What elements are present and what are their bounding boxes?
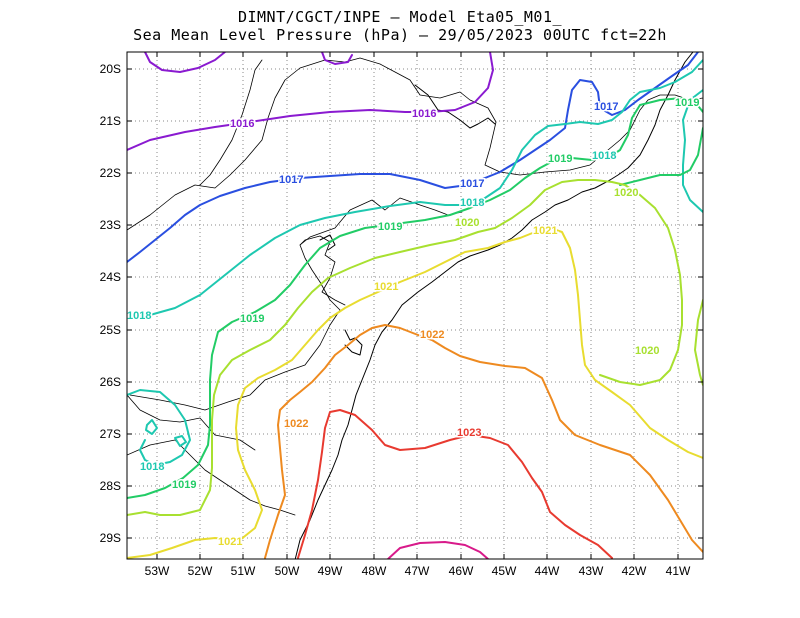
lon-label: 44W (535, 564, 560, 578)
lat-label: 24S (100, 270, 121, 284)
contour-label: 1019 (172, 479, 196, 491)
contour-label: 1017 (279, 174, 303, 186)
lat-label: 28S (100, 479, 121, 493)
lon-label: 43W (579, 564, 604, 578)
plot-frame (126, 51, 704, 560)
lat-label: 20S (100, 62, 121, 76)
lon-label: 49W (318, 564, 343, 578)
lon-label: 52W (188, 564, 213, 578)
contour-label: 1017 (460, 178, 484, 190)
contour-label: 1018 (127, 310, 151, 322)
contour-labels: 1016 1016 1017 1017 1017 1018 1018 1018 … (126, 96, 701, 550)
isobar-1017 (127, 52, 699, 263)
lon-label: 47W (405, 564, 430, 578)
isobar-1021 (127, 227, 703, 559)
contour-label: 1021 (218, 536, 242, 548)
contour-label: 1020 (635, 345, 659, 357)
lat-label: 27S (100, 427, 121, 441)
lat-label: 25S (100, 323, 121, 337)
isobar-1024 (387, 541, 489, 559)
title-line-2: Sea Mean Level Pressure (hPa) — 29/05/20… (133, 26, 667, 44)
coastline-borders (127, 57, 703, 516)
contour-label: 1018 (592, 150, 616, 162)
lon-label: 45W (492, 564, 517, 578)
contour-label: 1021 (533, 225, 557, 237)
contour-label: 1017 (594, 101, 618, 113)
isobar-1018 (127, 59, 703, 466)
contour-label: 1022 (284, 418, 308, 430)
contour-label: 1016 (412, 108, 436, 120)
ticks (127, 52, 703, 559)
isobar-1022 (264, 324, 703, 559)
contour-label: 1018 (140, 461, 164, 473)
title-line-1: DIMNT/CGCT/INPE — Model Eta05_M01_ (237, 8, 563, 26)
contour-label: 1020 (614, 187, 638, 199)
lon-label: 51W (231, 564, 256, 578)
lon-label: 42W (622, 564, 647, 578)
lat-label: 26S (100, 375, 121, 389)
isobar-1020 (127, 179, 703, 516)
isobar-1023 (297, 409, 613, 559)
contour-label: 1023 (457, 427, 481, 439)
lon-label: 50W (275, 564, 300, 578)
contour-label: 1019 (378, 221, 402, 233)
lon-label: 53W (145, 564, 170, 578)
contour-label: 1018 (460, 197, 484, 209)
latitude-labels: 20S 21S 22S 23S 24S 25S 26S 27S 28S 29S (100, 62, 121, 545)
lat-label: 29S (100, 531, 121, 545)
lon-label: 41W (666, 564, 691, 578)
lat-label: 23S (100, 218, 121, 232)
isobar-1016 (127, 52, 494, 151)
contour-label: 1019 (675, 97, 699, 109)
isobar-1019 (127, 97, 703, 499)
atlantic-coast (294, 52, 694, 559)
lat-label: 22S (100, 166, 121, 180)
contour-label: 1019 (548, 153, 572, 165)
contour-label: 1019 (240, 313, 264, 325)
contour-label: 1021 (374, 281, 398, 293)
lon-label: 46W (449, 564, 474, 578)
contour-label: 1020 (455, 217, 479, 229)
contour-label: 1016 (230, 118, 254, 130)
longitude-labels: 53W 52W 51W 50W 49W 48W 47W 46W 45W 44W … (145, 564, 691, 578)
contour-label: 1022 (420, 329, 444, 341)
lat-label: 21S (100, 114, 121, 128)
lon-label: 48W (362, 564, 387, 578)
